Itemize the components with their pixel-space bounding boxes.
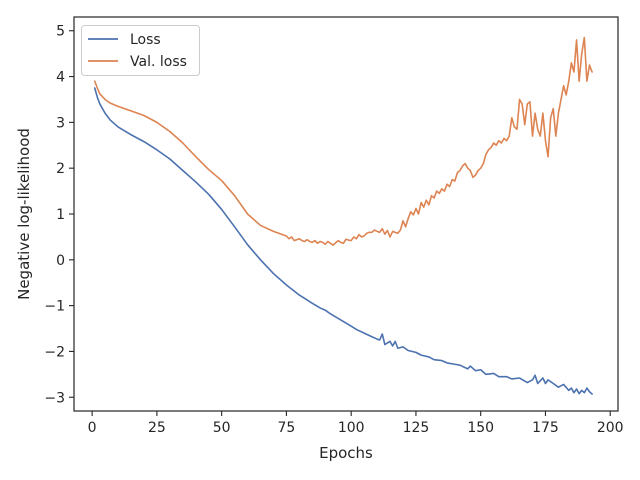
- legend-label-loss: Loss: [130, 32, 161, 48]
- x-axis-label: Epochs: [319, 444, 373, 462]
- series-line-loss: [93, 87, 593, 395]
- legend-label-val-loss: Val. loss: [130, 54, 187, 70]
- x-tick-label: 150: [467, 420, 494, 436]
- y-tick-label: 1: [56, 207, 65, 223]
- y-tick-label: 5: [56, 24, 65, 40]
- x-tick-label: 25: [148, 420, 166, 436]
- y-tick-label: 2: [56, 161, 65, 177]
- x-tick-label: 200: [597, 420, 624, 436]
- y-tick-label: −3: [44, 390, 65, 406]
- y-tick-label: −2: [44, 344, 65, 360]
- y-tick-label: 3: [56, 115, 65, 131]
- x-tick-label: 75: [278, 420, 296, 436]
- series-layer: [93, 36, 593, 395]
- y-tick-label: 0: [56, 253, 65, 269]
- x-tick-label: 175: [532, 420, 559, 436]
- y-tick-label: 4: [56, 70, 65, 86]
- series-line-val-loss: [93, 36, 593, 246]
- axes-layer: 0 25 50 75 100 125 150 175 200 −3 −2 −1 0 1 2 3 4 5: [44, 16, 624, 436]
- plot-background: [74, 17, 618, 411]
- y-axis-label: Negative log-likelihood: [15, 128, 33, 300]
- y-tick-label: −1: [44, 299, 65, 315]
- legend: Loss Val. loss: [81, 25, 200, 76]
- x-tick-label: 50: [213, 420, 231, 436]
- x-tick-label: 100: [338, 420, 365, 436]
- x-tick-label: 125: [403, 420, 430, 436]
- x-tick-label: 0: [88, 420, 97, 436]
- legend-frame: [81, 25, 200, 76]
